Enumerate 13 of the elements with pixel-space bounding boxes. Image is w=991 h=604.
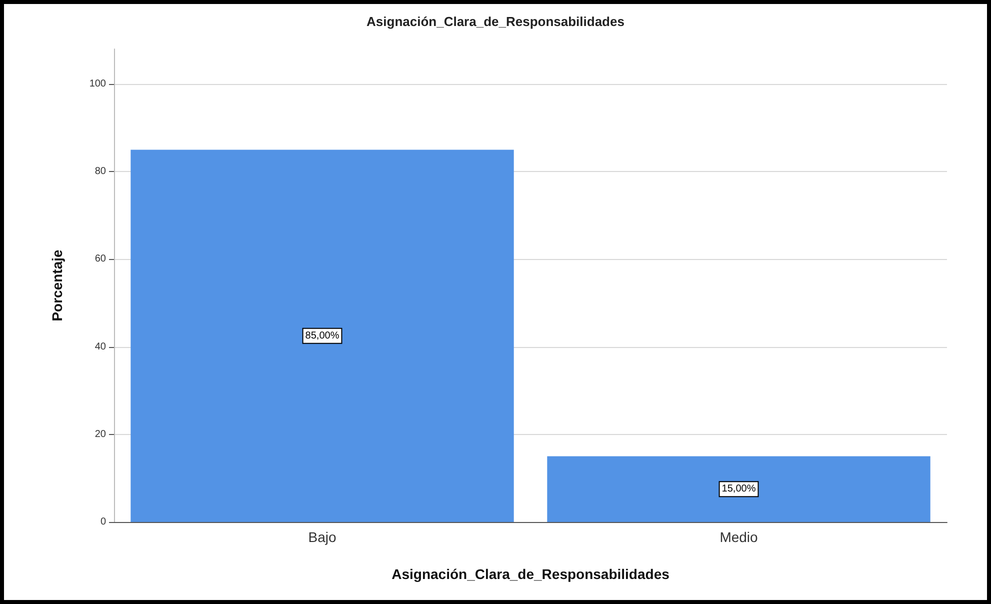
chart-title: Asignación_Clara_de_Responsabilidades bbox=[366, 14, 624, 29]
y-axis-title: Porcentaje bbox=[49, 249, 65, 322]
x-tick-label: Medio bbox=[720, 529, 758, 545]
y-tick-label: 40 bbox=[94, 341, 106, 352]
x-axis-title: Asignación_Clara_de_Responsabilidades bbox=[392, 566, 670, 582]
y-tick-label: 20 bbox=[94, 428, 106, 440]
y-tick-label: 0 bbox=[100, 516, 106, 528]
y-tick-label: 80 bbox=[94, 166, 106, 178]
x-tick-label: Bajo bbox=[308, 529, 336, 545]
data-label: 15,00% bbox=[722, 484, 756, 495]
y-tick-label: 60 bbox=[94, 254, 106, 265]
data-label: 85,00% bbox=[305, 330, 340, 342]
y-tick-label: 100 bbox=[89, 78, 106, 90]
